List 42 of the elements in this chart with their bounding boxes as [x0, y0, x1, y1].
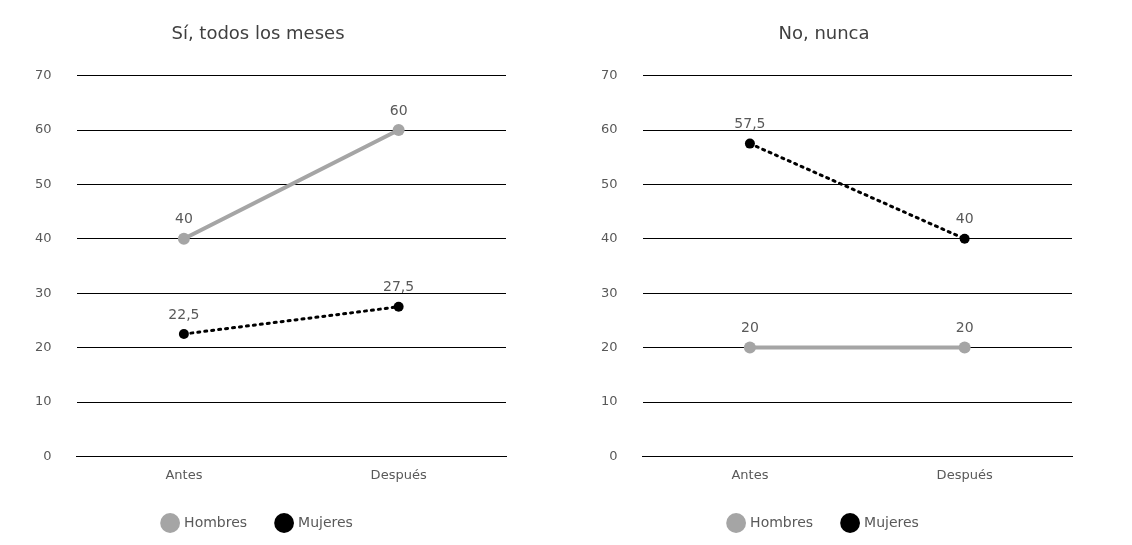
data-label: 20 — [955, 319, 974, 336]
point — [743, 341, 756, 354]
data-label: 60 — [389, 101, 408, 118]
point — [178, 329, 189, 339]
legend-label: Hombres — [750, 513, 814, 530]
point — [177, 232, 190, 245]
x-tick-label: Después — [370, 466, 427, 482]
legend-label: Mujeres — [864, 513, 919, 530]
y-tick-label: 0 — [43, 447, 52, 463]
y-tick-label: 30 — [35, 284, 52, 300]
data-label: 22,5 — [168, 305, 200, 322]
legend-label: Mujeres — [298, 513, 353, 530]
y-tick-label: 0 — [609, 447, 618, 463]
x-tick-label: Después — [936, 466, 993, 482]
y-tick-label: 70 — [601, 66, 618, 82]
data-label: 40 — [174, 210, 193, 227]
y-tick-label: 50 — [35, 175, 52, 191]
chart-title: Sí, todos los meses — [171, 22, 345, 44]
data-label: 27,5 — [383, 278, 415, 295]
y-tick-label: 60 — [35, 121, 52, 137]
point — [392, 124, 405, 136]
x-tick-label: Antes — [731, 466, 769, 482]
chart-title: No, nunca — [778, 22, 870, 44]
y-tick-label: 60 — [601, 121, 618, 137]
data-label: 20 — [740, 319, 759, 336]
y-tick-label: 50 — [601, 175, 618, 191]
y-tick-label: 40 — [35, 230, 52, 246]
data-label: 40 — [955, 210, 974, 227]
y-tick-label: 20 — [601, 338, 618, 354]
y-tick-label: 30 — [601, 284, 618, 300]
data-label: 57,5 — [734, 115, 766, 132]
y-tick-label: 20 — [35, 338, 52, 354]
point — [393, 301, 404, 312]
point — [744, 138, 755, 149]
legend-label: Hombres — [184, 513, 248, 530]
y-tick-label: 70 — [35, 66, 52, 82]
x-tick-label: Antes — [165, 466, 203, 482]
point — [958, 341, 971, 354]
y-tick-label: 40 — [601, 230, 618, 246]
point — [959, 233, 970, 244]
y-tick-label: 10 — [35, 393, 52, 409]
y-tick-label: 10 — [601, 393, 618, 409]
